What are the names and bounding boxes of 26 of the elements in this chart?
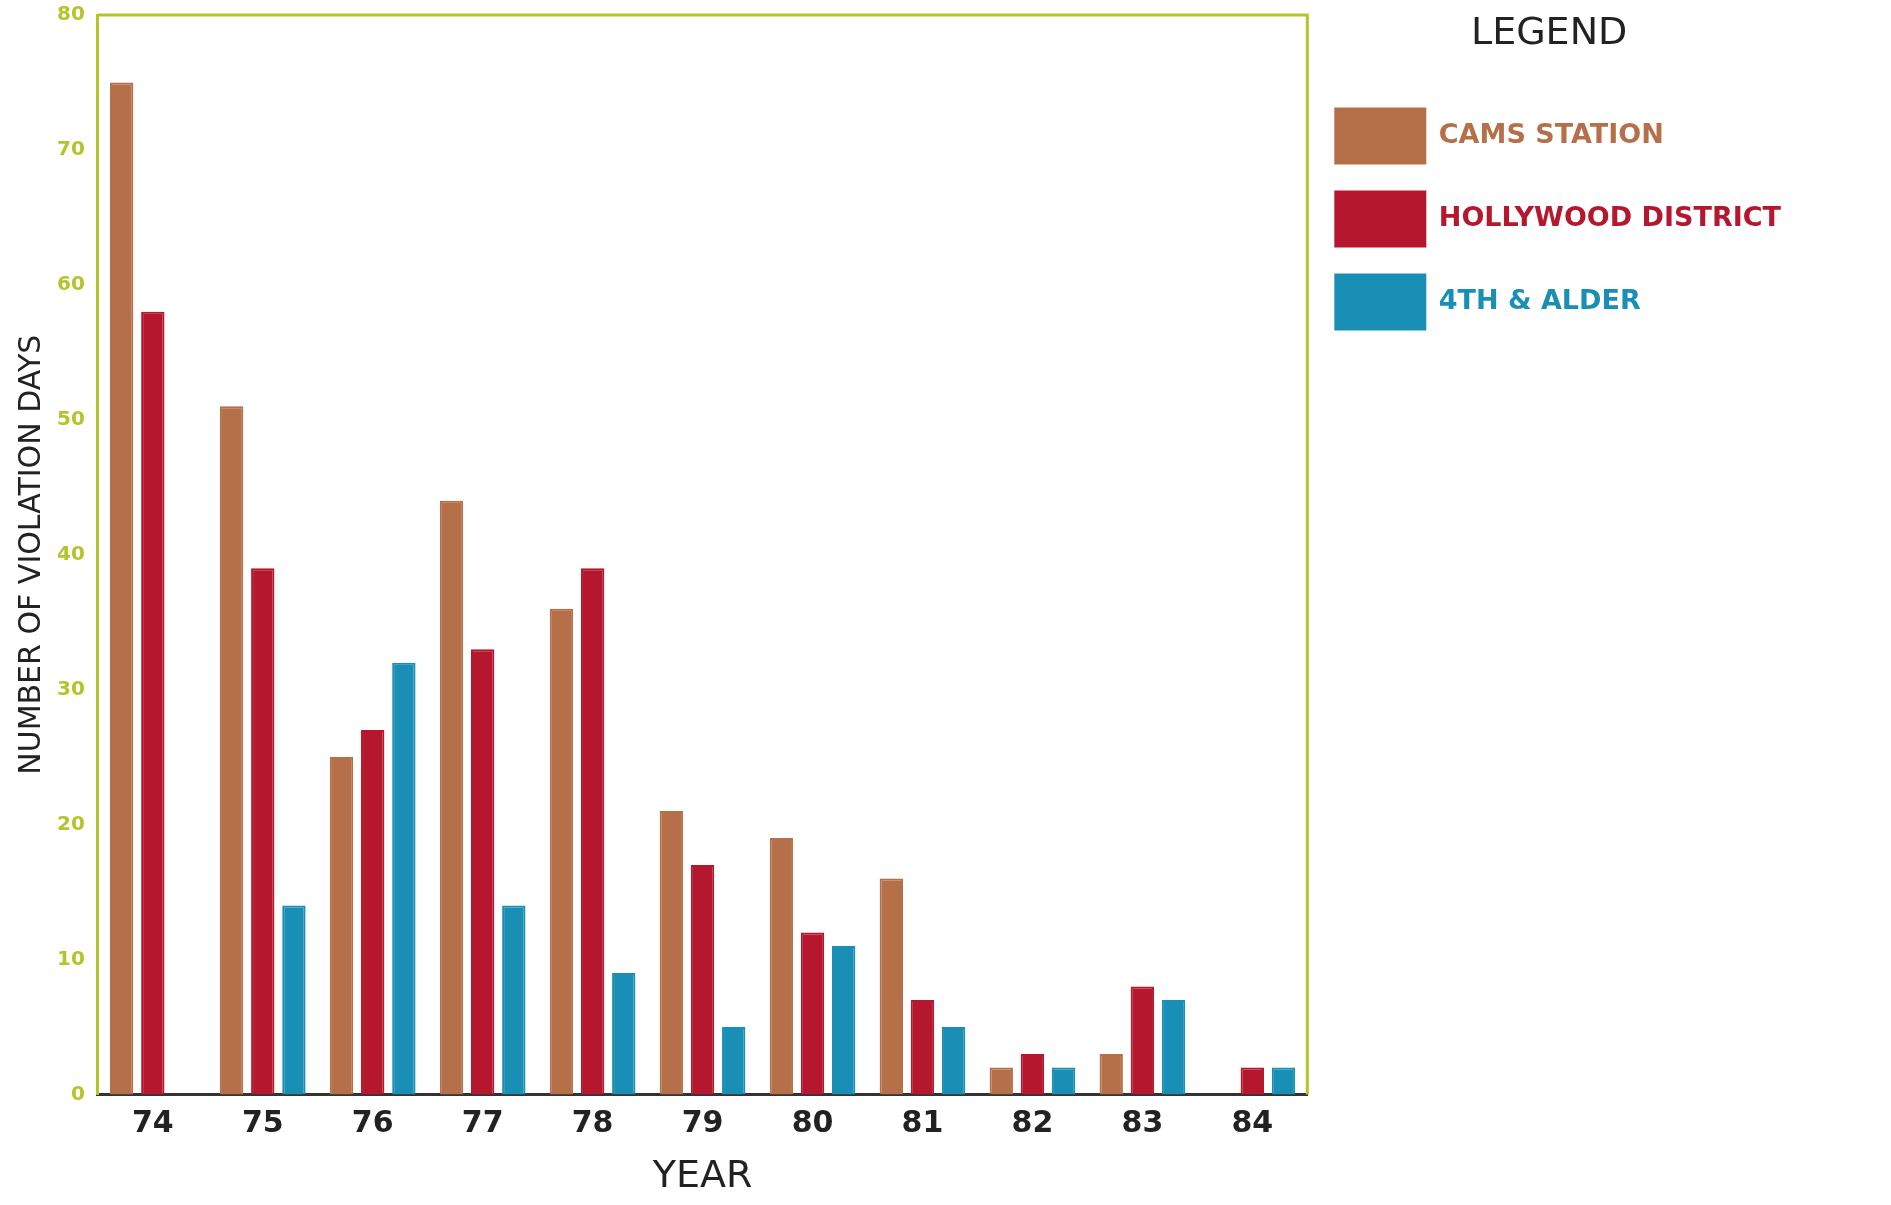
y-tick-label: 40 xyxy=(56,540,85,565)
x-tick-label: 76 xyxy=(351,1104,394,1140)
x-axis-title: YEAR xyxy=(651,1152,753,1197)
x-tick-label: 77 xyxy=(461,1104,504,1140)
y-tick-label: 80 xyxy=(56,1,85,26)
x-tick-label: 82 xyxy=(1011,1104,1054,1140)
x-tick-label: 79 xyxy=(681,1104,724,1140)
legend-label: HOLLYWOOD DISTRICT xyxy=(1438,201,1782,233)
y-tick-label: 70 xyxy=(56,136,85,161)
y-tick-label: 50 xyxy=(56,405,85,430)
x-tick-label: 74 xyxy=(131,1104,174,1140)
y-tick-label: 30 xyxy=(56,675,85,700)
x-tick-label: 80 xyxy=(791,1104,834,1140)
y-axis-title: NUMBER OF VIOLATION DAYS xyxy=(11,334,47,775)
y-tick-label: 20 xyxy=(56,810,85,835)
legend-label: 4TH & ALDER xyxy=(1438,284,1641,316)
y-tick-label: 60 xyxy=(56,271,85,296)
x-tick-label: 75 xyxy=(241,1104,284,1140)
legend-title: LEGEND xyxy=(1470,8,1628,53)
x-tick-label: 78 xyxy=(571,1104,614,1140)
x-tick-label: 84 xyxy=(1231,1104,1274,1140)
y-tick-label: 10 xyxy=(56,945,85,970)
x-tick-label: 81 xyxy=(901,1104,944,1140)
x-tick-label: 83 xyxy=(1121,1104,1164,1140)
y-tick-label: 0 xyxy=(70,1080,85,1105)
legend-label: CAMS STATION xyxy=(1438,118,1664,150)
